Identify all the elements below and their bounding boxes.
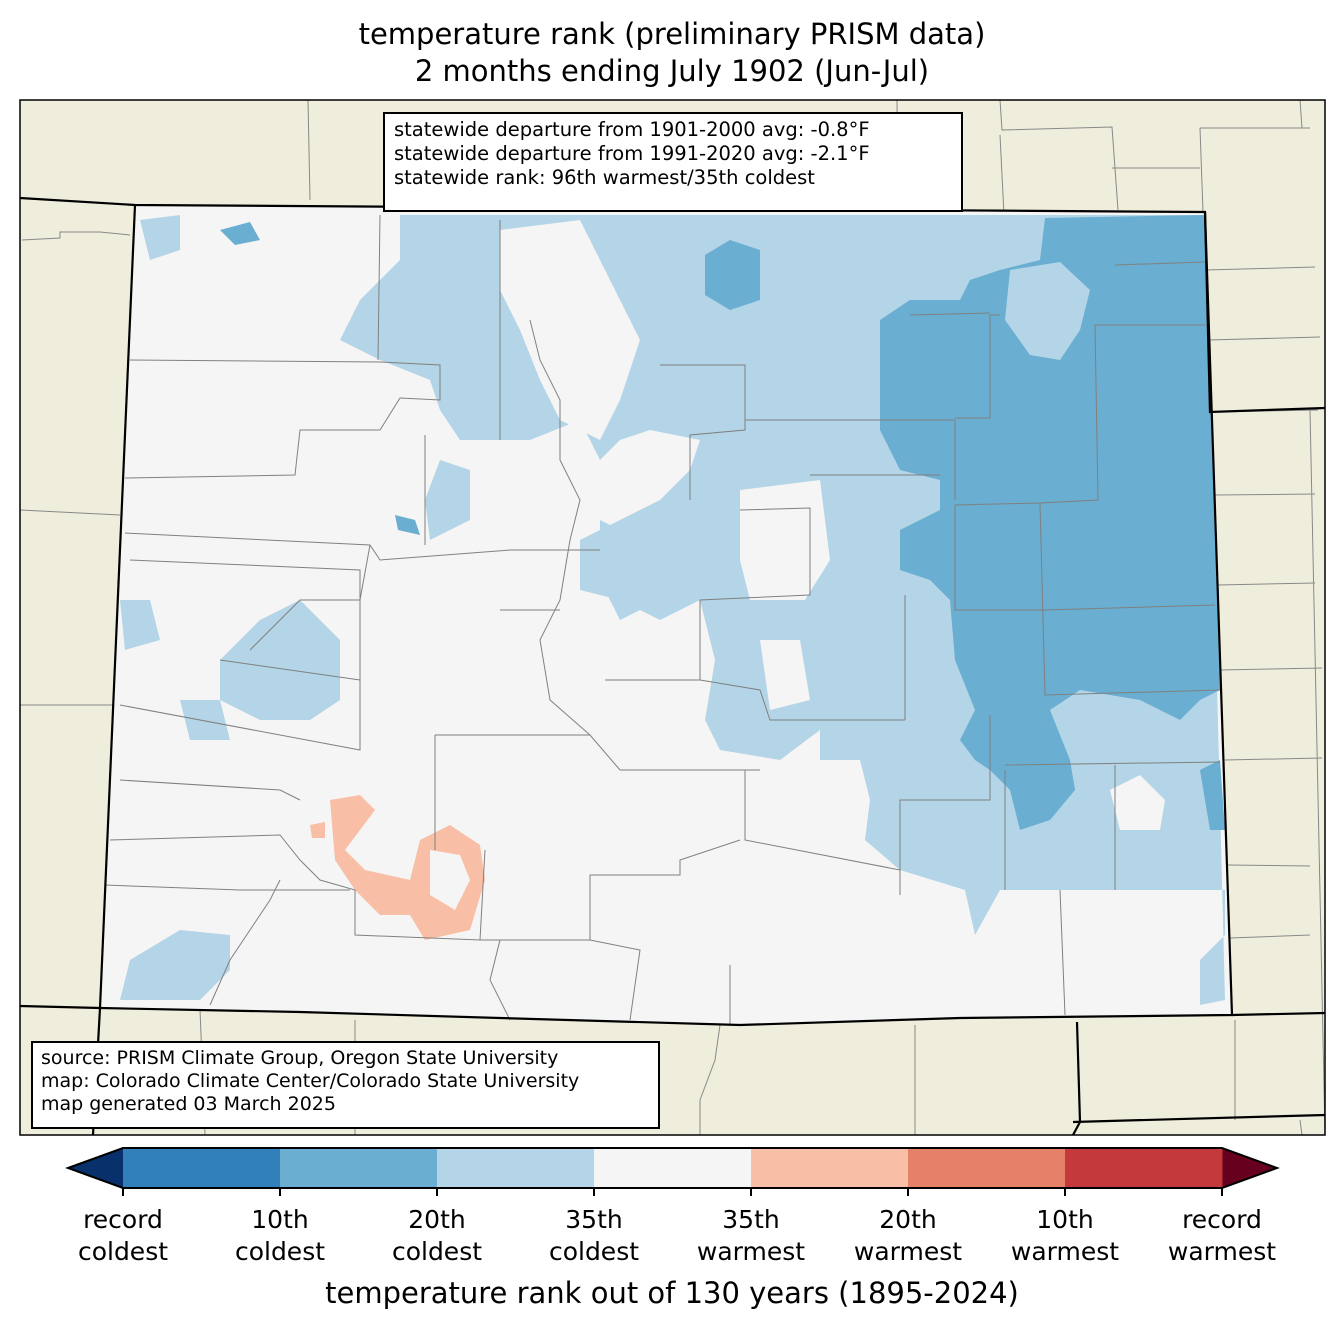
- tick-label-line1: record: [83, 1205, 163, 1234]
- stat-departure-1991-2020: statewide departure from 1991-2020 avg: …: [394, 142, 870, 165]
- tick-label-line1: 10th: [1036, 1205, 1094, 1234]
- colorbar-under-arrow: [68, 1148, 123, 1188]
- below-35th-hole: [1005, 262, 1090, 360]
- tick-label-line2: coldest: [548, 1237, 640, 1266]
- colorbar-tick-label: 20th coldest: [357, 1204, 517, 1268]
- tick-label-line2: warmest: [1010, 1237, 1120, 1266]
- tick-label-line2: coldest: [234, 1237, 326, 1266]
- above-35th-warmest-regions: [310, 795, 485, 940]
- colorbar-segment: [751, 1148, 909, 1188]
- tick-label-line1: 10th: [251, 1205, 309, 1234]
- colorbar-segment: [594, 1148, 752, 1188]
- source-box: source: PRISM Climate Group, Oregon Stat…: [31, 1041, 660, 1129]
- statewide-stats-box: statewide departure from 1901-2000 avg: …: [383, 112, 963, 212]
- tick-label-line2: coldest: [391, 1237, 483, 1266]
- tick-label-line1: record: [1182, 1205, 1262, 1234]
- colorbar-segment: [1065, 1148, 1223, 1188]
- map-title: temperature rank (preliminary PRISM data…: [358, 17, 986, 51]
- tick-label-line1: 35th: [722, 1205, 780, 1234]
- tick-label-line1: 20th: [879, 1205, 937, 1234]
- colorbar-tick-label: record warmest: [1142, 1204, 1302, 1268]
- colorbar-title: temperature rank out of 130 years (1895-…: [325, 1276, 1019, 1310]
- map-frame: [19, 99, 1326, 1136]
- colorbar-tick-label: 10th coldest: [200, 1204, 360, 1268]
- map-credit-line: map: Colorado Climate Center/Colorado St…: [41, 1070, 580, 1092]
- colorbar-tick-label: 20th warmest: [828, 1204, 988, 1268]
- map-subtitle: 2 months ending July 1902 (Jun-Jul): [414, 54, 930, 88]
- near-normal-holes: [500, 220, 1165, 830]
- colorbar-tick-label: record coldest: [43, 1204, 203, 1268]
- colorbar-segment: [280, 1148, 438, 1188]
- colorbar-segment: [908, 1148, 1066, 1188]
- below-20th-regions: [220, 215, 1225, 830]
- tick-label-line2: coldest: [77, 1237, 169, 1266]
- colorbar-tick-label: 35th coldest: [514, 1204, 674, 1268]
- colorbar-over-arrow: [1222, 1148, 1277, 1188]
- county-lines: [104, 214, 1221, 1025]
- tick-label-line2: warmest: [1167, 1237, 1277, 1266]
- colorbar-segment: [437, 1148, 595, 1188]
- stat-departure-1901-2000: statewide departure from 1901-2000 avg: …: [394, 118, 870, 141]
- tick-label-line2: warmest: [853, 1237, 963, 1266]
- colorbar-tick-label: 10th warmest: [985, 1204, 1145, 1268]
- tick-label-line2: warmest: [696, 1237, 806, 1266]
- tick-label-line1: 20th: [408, 1205, 466, 1234]
- colorbar-segment: [123, 1148, 281, 1188]
- source-line: source: PRISM Climate Group, Oregon Stat…: [41, 1047, 559, 1069]
- generated-date-line: map generated 03 March 2025: [41, 1093, 336, 1115]
- stat-rank: statewide rank: 96th warmest/35th coldes…: [394, 166, 815, 189]
- colorbar: [65, 1147, 1280, 1196]
- colorbar-tick-label: 35th warmest: [671, 1204, 831, 1268]
- tick-label-line1: 35th: [565, 1205, 623, 1234]
